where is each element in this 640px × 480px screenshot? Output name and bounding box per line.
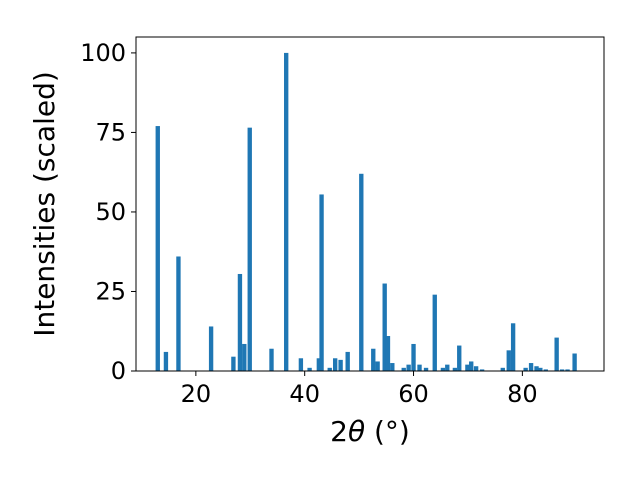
x-tick-label: 40 [289, 380, 320, 408]
bar [242, 343, 247, 371]
bar [523, 367, 528, 371]
y-axis-ticks: 0 25 50 75 100 [80, 39, 136, 385]
x-tick-label: 60 [398, 380, 429, 408]
x-tick-label: 20 [181, 380, 212, 408]
bar [284, 52, 289, 372]
bar [543, 369, 548, 371]
bar [417, 364, 422, 371]
bar [237, 273, 243, 371]
bar [375, 361, 380, 371]
bar [332, 358, 338, 371]
bar [382, 283, 387, 371]
bar [538, 367, 543, 371]
bar [307, 367, 312, 371]
bar [469, 361, 474, 371]
bar [359, 173, 364, 371]
bar [345, 351, 350, 371]
bar [432, 294, 437, 371]
bar [316, 358, 322, 371]
y-tick-label: 75 [95, 118, 126, 146]
bar [385, 336, 391, 371]
bar [401, 367, 406, 371]
bar [510, 323, 516, 371]
bar [440, 367, 446, 371]
bar [208, 326, 214, 371]
bar [247, 127, 252, 372]
bar [269, 348, 274, 371]
bar [500, 367, 505, 371]
bars-group [155, 52, 577, 372]
y-tick-label: 100 [80, 39, 126, 67]
x-axis-label: 2θ (°) [330, 415, 410, 448]
bar [528, 363, 534, 371]
bar [155, 126, 160, 371]
bar [406, 364, 411, 371]
bar [298, 358, 304, 371]
y-tick-label: 0 [111, 357, 126, 385]
y-tick-label: 50 [95, 198, 126, 226]
bar [327, 367, 332, 371]
bar [554, 337, 559, 371]
plot-frame [135, 36, 605, 372]
bar [506, 350, 511, 371]
bar [452, 367, 458, 371]
y-tick-label: 25 [95, 277, 126, 305]
x-axis-ticks: 20 40 60 80 [181, 371, 538, 408]
x-tick-label: 80 [507, 380, 538, 408]
y-axis-label: Intensities (scaled) [28, 71, 61, 337]
bar [572, 353, 577, 371]
bar [565, 369, 570, 371]
bar [319, 194, 324, 371]
bar [534, 366, 539, 371]
bar [163, 351, 169, 371]
bar [338, 359, 343, 371]
bar [465, 364, 470, 371]
bar [423, 367, 429, 371]
bar [176, 256, 181, 371]
bar [231, 356, 236, 371]
bar [457, 345, 462, 371]
bar [411, 343, 416, 371]
bar [479, 369, 485, 371]
bar [390, 363, 395, 371]
bar [445, 364, 450, 371]
bar [371, 348, 376, 371]
bar [559, 369, 565, 371]
bar [473, 366, 479, 371]
